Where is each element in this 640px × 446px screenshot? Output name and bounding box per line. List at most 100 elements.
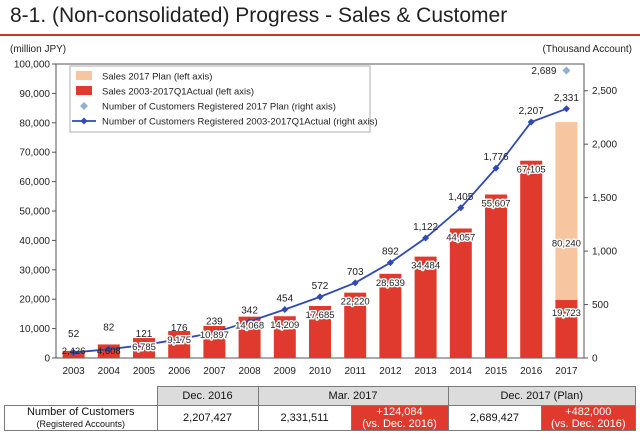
label-customers-actual: 454: [276, 293, 293, 304]
labels-layer: 2,689 52 82 121 176 239 342 454 572 703 892 1,122 1,…: [62, 66, 583, 357]
right-tick-label: 1,000: [592, 247, 617, 258]
x-tick-label: 2004: [98, 366, 121, 377]
label-customers-actual: 1,405: [448, 192, 473, 203]
point-customers-actual: [140, 341, 148, 349]
change-mar-2017-note: (vs. Dec. 2016): [362, 418, 437, 430]
x-tick-label: 2015: [485, 366, 508, 377]
bar-sales-actual: [449, 228, 472, 358]
x-tick-label: 2010: [309, 366, 332, 377]
x-tick-label: 2005: [133, 366, 156, 377]
right-tick-label: 500: [592, 300, 609, 311]
label-sales-actual: 34,484: [411, 261, 440, 272]
sales-customer-chart: (million JPY) (Thousand Account) 0 10,000 20…: [10, 44, 632, 377]
x-tick-label: 2017: [555, 366, 578, 377]
label-customers-actual: 703: [347, 267, 364, 278]
legend: Sales 2017 Plan (left axis) Sales 2003-20…: [69, 65, 378, 133]
label-sales-actual: 2,426: [62, 346, 86, 357]
point-customers-actual: [316, 293, 324, 301]
bar-sales-actual: [520, 160, 543, 358]
point-customers-plan: [562, 66, 571, 75]
bar-sales-actual: [555, 300, 578, 358]
x-tick-label: 2008: [238, 366, 261, 377]
label-customers-actual: 2,331: [554, 93, 579, 104]
axes-layer: (million JPY) (Thousand Account) 0 10,000 20…: [10, 44, 632, 377]
value-dec-2017-plan: 2,689,427: [447, 405, 542, 431]
legend-entry: Number of Customers Registered 2003-2017…: [102, 117, 378, 128]
x-tick-label: 2003: [62, 366, 85, 377]
label-sales-actual: 55,607: [481, 199, 510, 210]
legend-entry: Sales 2017 Plan (left axis): [102, 72, 212, 83]
left-tick-label: 70,000: [19, 148, 50, 159]
change-dec-2017-plan: +482,000 (vs. Dec. 2016): [540, 405, 636, 431]
legend-swatch: [76, 71, 92, 80]
change-dec-2017-value: +482,000: [565, 406, 612, 418]
left-tick-label: 40,000: [19, 236, 50, 247]
point-customers-actual: [422, 234, 430, 242]
left-tick-label: 50,000: [19, 207, 50, 218]
point-customers-actual: [492, 164, 500, 172]
label-customers-actual: 892: [382, 247, 399, 258]
label-sales-actual: 6,785: [132, 342, 156, 353]
label-sales-actual: 67,105: [517, 165, 546, 176]
label-sales-actual: 9,175: [167, 335, 191, 346]
bar-sales-actual: [414, 256, 437, 358]
label-customers-actual: 82: [103, 322, 115, 333]
label-sales-actual: 22,220: [341, 297, 370, 308]
point-customers-actual: [175, 335, 183, 343]
page-title: 8-1. (Non-consolidated) Progress - Sales…: [10, 4, 508, 27]
legend-swatch: [80, 102, 88, 110]
x-tick-label: 2014: [450, 366, 473, 377]
bar-sales-actual: [485, 194, 507, 358]
change-mar-2017: +124,084 (vs. Dec. 2016): [350, 405, 449, 431]
row-label-sub: (Registered Accounts): [36, 419, 126, 429]
label-sales-actual: 44,057: [446, 232, 475, 243]
left-tick-label: 80,000: [19, 118, 50, 129]
bar-sales-actual: [309, 306, 331, 358]
bar-sales-actual: [344, 292, 367, 358]
x-tick-label: 2006: [168, 366, 191, 377]
bars-layer: [62, 122, 578, 359]
x-tick-label: 2012: [379, 366, 402, 377]
left-tick-label: 90,000: [19, 89, 50, 100]
label-sales-actual: 10,897: [200, 330, 229, 341]
label-customers-actual: 176: [171, 323, 188, 334]
right-tick-label: 2,000: [592, 140, 617, 151]
left-tick-label: 60,000: [19, 177, 50, 188]
label-customers-actual: 2,207: [519, 106, 544, 117]
label-customers-actual: 572: [312, 281, 329, 292]
label-sales-actual: 4,608: [97, 346, 121, 357]
label-sales-actual: 14,068: [235, 321, 264, 332]
value-mar-2017: 2,331,511: [257, 405, 352, 431]
point-customers-actual: [210, 328, 218, 336]
line-layer: [70, 66, 571, 356]
row-label: Number of Customers (Registered Accounts…: [4, 405, 158, 431]
bar-sales-actual: [238, 316, 261, 358]
left-tick-label: 0: [44, 354, 50, 365]
label-customers-actual: 52: [68, 329, 80, 340]
bar-sales-plan: [555, 122, 578, 359]
label-sales-actual: 19,723: [552, 308, 581, 319]
label-sales-plan: 80,240: [552, 238, 581, 249]
header-dec-2016: Dec. 2016: [156, 386, 259, 406]
point-customers-actual: [562, 105, 570, 113]
customers-table: Dec. 2016 Mar. 2017 Dec. 2017 (Plan) Num…: [4, 386, 636, 431]
left-tick-label: 20,000: [19, 295, 50, 306]
x-tick-label: 2007: [203, 366, 226, 377]
label-customers-actual: 1,776: [483, 152, 508, 163]
left-tick-label: 10,000: [19, 324, 50, 335]
label-sales-actual: 14,209: [270, 320, 299, 331]
point-customers-actual: [246, 317, 254, 325]
bar-sales-actual: [273, 316, 296, 358]
legend-entry: Number of Customers Registered 2017 Plan…: [102, 102, 336, 113]
left-axis-unit: (million JPY): [10, 44, 66, 55]
label-customers-actual: 121: [136, 329, 153, 340]
point-customers-actual: [351, 279, 359, 287]
left-tick-label: 100,000: [14, 60, 51, 71]
label-customers-actual: 239: [206, 316, 223, 327]
legend-box: [69, 65, 371, 133]
legend-swatch: [76, 86, 92, 95]
x-tick-label: 2013: [414, 366, 437, 377]
legend-swatch: [80, 117, 88, 125]
table-corner: [4, 386, 158, 406]
right-tick-label: 2,500: [592, 86, 617, 97]
